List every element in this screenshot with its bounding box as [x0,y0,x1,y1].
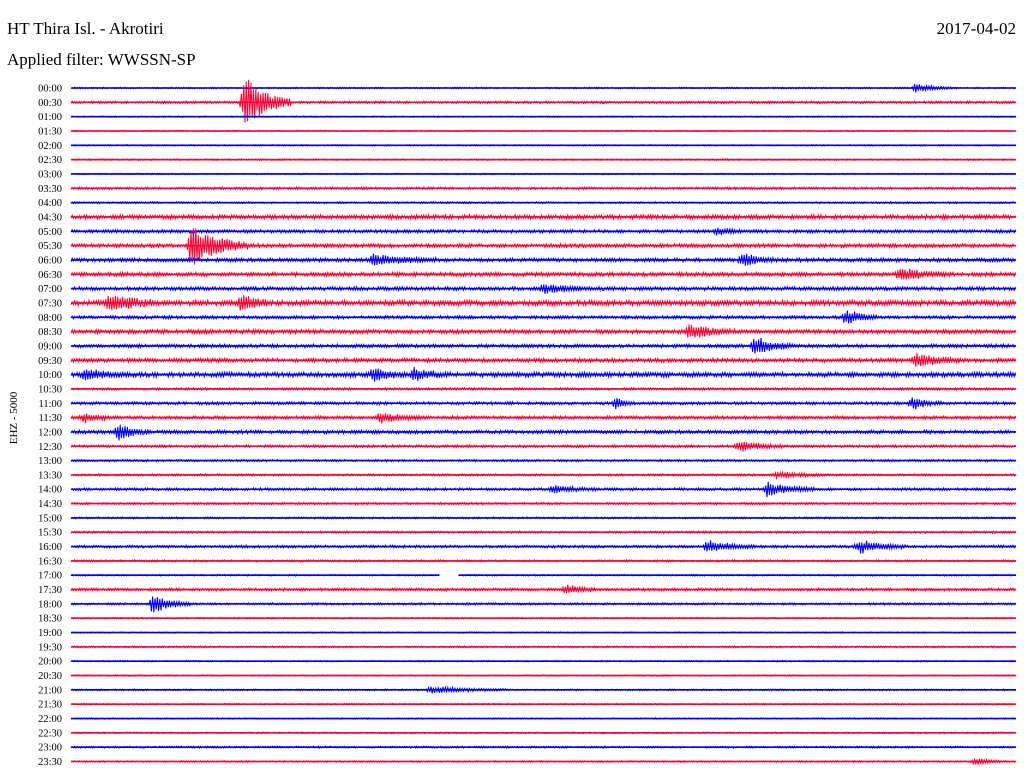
row-label: 07:30 [38,298,62,309]
row-label: 16:30 [38,556,62,567]
row-label: 04:00 [38,198,62,209]
row-label: 12:30 [38,442,62,453]
row-label: 03:00 [38,169,62,180]
row-label: 00:00 [38,84,62,95]
row-label: 05:00 [38,227,62,238]
row-label: 09:00 [38,341,62,352]
row-label: 21:00 [38,685,62,696]
row-label: 00:30 [38,98,62,109]
row-label: 16:00 [38,542,62,553]
row-label: 03:30 [38,184,62,195]
row-label: 10:30 [38,384,62,395]
row-label: 23:30 [38,757,62,768]
row-label: 01:00 [38,112,62,123]
row-label: 07:00 [38,284,62,295]
row-label: 13:00 [38,456,62,467]
row-label: 01:30 [38,126,62,137]
row-label: 13:30 [38,470,62,481]
row-label: 19:00 [38,628,62,639]
row-label: 14:30 [38,499,62,510]
row-label: 17:00 [38,571,62,582]
trace-row [70,413,1016,424]
row-label: 11:00 [38,399,62,410]
row-label: 06:00 [38,255,62,266]
row-label: 02:00 [38,141,62,152]
row-label: 05:30 [38,241,62,252]
row-label: 08:30 [38,327,62,338]
row-label: 17:30 [38,585,62,596]
row-label: 08:00 [38,313,62,324]
row-label: 10:00 [38,370,62,381]
row-label: 23:00 [38,743,62,754]
row-label: 20:00 [38,657,62,668]
plot-date: 2017-04-02 [936,19,1016,38]
station-title: HT Thira Isl. - Akrotiri [7,19,164,38]
row-label: 04:30 [38,212,62,223]
row-label: 21:30 [38,700,62,711]
row-label: 22:30 [38,728,62,739]
row-label: 18:30 [38,614,62,625]
row-label: 19:30 [38,642,62,653]
row-label: 22:00 [38,714,62,725]
seismic-traces [70,79,1016,766]
row-label: 15:30 [38,528,62,539]
row-label: 15:00 [38,513,62,524]
row-label: 11:30 [38,413,62,424]
row-label: 20:30 [38,671,62,682]
row-label: 14:00 [38,485,62,496]
row-label: 02:30 [38,155,62,166]
row-label: 18:00 [38,599,62,610]
row-labels: 00:00 00:30 01:00 01:30 02:00 02:30 03:00 03:30… [38,84,62,769]
row-label: 09:30 [38,356,62,367]
row-label: 06:30 [38,270,62,281]
filter-label: Applied filter: WWSSN-SP [7,50,196,69]
row-label: 12:00 [38,427,62,438]
